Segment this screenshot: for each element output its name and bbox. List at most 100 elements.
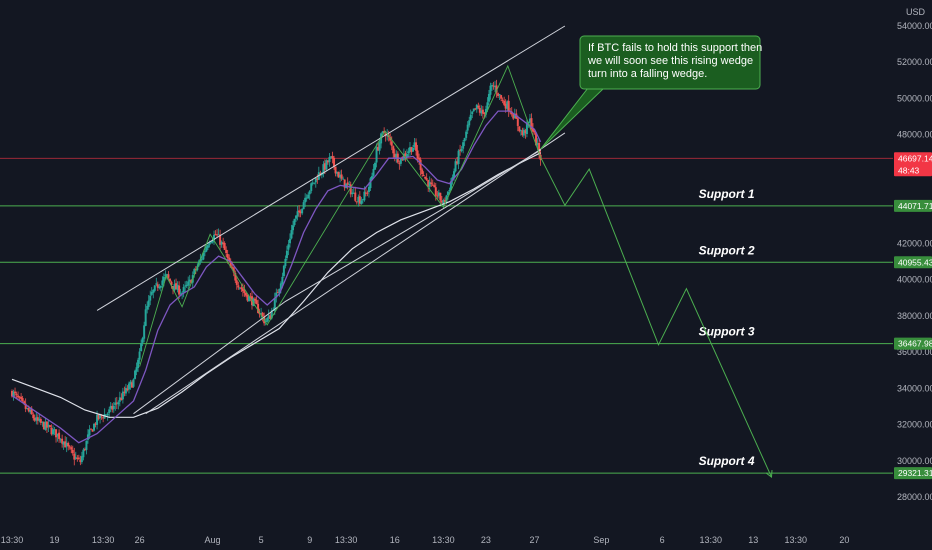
candle-body xyxy=(440,200,443,203)
candle-body xyxy=(431,184,434,186)
y-tick-label: 32000.00 xyxy=(897,420,932,430)
candle-body xyxy=(140,342,143,352)
x-tick-label: 26 xyxy=(135,535,145,545)
candle-body xyxy=(200,258,203,260)
candle-body xyxy=(307,194,310,199)
candle-body xyxy=(446,191,449,196)
wedge-upper-line[interactable] xyxy=(96,25,566,311)
candle-body xyxy=(370,176,373,180)
candle-body xyxy=(24,403,27,409)
candle-body xyxy=(225,249,228,254)
candle-body xyxy=(304,197,307,203)
candle-body xyxy=(175,283,178,290)
candle-body xyxy=(443,199,446,202)
candle-body xyxy=(405,153,408,158)
candle-body xyxy=(11,391,13,397)
candle-body xyxy=(73,453,76,460)
candle-body xyxy=(507,100,510,112)
candle-body xyxy=(165,274,168,276)
candle-body xyxy=(439,192,442,201)
candle-body xyxy=(378,142,381,151)
candle-body xyxy=(337,172,340,178)
candle-body xyxy=(366,192,369,194)
candle-body xyxy=(209,241,212,243)
x-tick-label: 13 xyxy=(748,535,758,545)
ema-slow-line[interactable] xyxy=(11,152,541,418)
candle-body xyxy=(278,288,281,294)
candle-body xyxy=(528,118,531,123)
candle-body xyxy=(124,387,127,394)
candle-body xyxy=(67,442,70,447)
candle-body xyxy=(238,287,241,289)
candle-body xyxy=(504,103,507,109)
candle-body xyxy=(293,218,296,225)
candle-body xyxy=(501,99,504,101)
candle-body xyxy=(12,391,15,397)
support-price-tag-3-text: 36467.98 xyxy=(898,339,932,349)
candle-body xyxy=(254,298,257,301)
annotation-box[interactable] xyxy=(579,35,761,90)
candle-body xyxy=(64,441,67,448)
candle-body xyxy=(222,242,225,244)
candle-body xyxy=(339,174,342,178)
candle-body xyxy=(118,397,121,402)
time-axis[interactable]: 13:30 19 13:30 26 Aug 5 9 13:30 16 13:30 23 27 Sep 6 1… xyxy=(1,535,850,545)
candle-body xyxy=(41,421,44,423)
candle-body xyxy=(214,234,217,236)
ema-fast-line[interactable] xyxy=(11,110,542,444)
candle-body xyxy=(260,313,263,315)
candle-body xyxy=(80,456,83,463)
candle-body xyxy=(153,285,156,291)
candle-body xyxy=(68,446,71,448)
candle-body xyxy=(94,423,97,425)
y-tick-label: 34000.00 xyxy=(897,383,932,393)
projection-path[interactable] xyxy=(540,157,772,478)
candle-body xyxy=(495,85,498,93)
zigzag-line[interactable] xyxy=(139,64,542,367)
candle-body xyxy=(149,295,152,301)
candle-body xyxy=(483,112,486,115)
price-axis[interactable]: USD 54000.0052000.0050000.0048000.004600… xyxy=(894,7,932,502)
candle-body xyxy=(524,130,527,134)
x-tick-label: 6 xyxy=(660,535,665,545)
candle-body xyxy=(15,393,18,395)
overlays-layer xyxy=(11,25,773,479)
candle-body xyxy=(484,109,487,115)
y-tick-label: 30000.00 xyxy=(897,456,932,466)
candle-body xyxy=(55,429,58,438)
candle-body xyxy=(351,192,354,195)
candle-body xyxy=(296,211,299,217)
candle-body xyxy=(355,201,358,203)
candle-body xyxy=(106,413,109,416)
wedge-lower-line[interactable] xyxy=(145,132,566,415)
candle-body xyxy=(146,305,149,310)
candle-body xyxy=(232,267,235,273)
candle-body xyxy=(102,417,105,419)
candle-body xyxy=(109,405,112,409)
candle-body xyxy=(147,300,150,307)
candle-body xyxy=(244,292,247,296)
wedge-inner-curve[interactable] xyxy=(133,149,541,415)
candle-body xyxy=(404,153,407,157)
candle-body xyxy=(326,160,329,163)
candle-body xyxy=(258,313,261,315)
candle-body xyxy=(96,414,99,425)
candle-body xyxy=(65,442,68,447)
x-tick-label: 5 xyxy=(259,535,264,545)
candle-body xyxy=(336,172,339,174)
candle-body xyxy=(38,418,41,421)
candle-body xyxy=(17,395,20,398)
candle-body xyxy=(314,177,317,183)
candle-body xyxy=(490,85,493,87)
candle-body xyxy=(412,147,415,152)
y-tick-label: 28000.00 xyxy=(897,492,932,502)
candle-body xyxy=(243,290,246,294)
candle-body xyxy=(521,130,524,136)
candle-body xyxy=(88,429,91,436)
candle-body xyxy=(138,351,141,360)
candle-body xyxy=(451,177,454,181)
candle-body xyxy=(418,157,421,160)
candle-body xyxy=(234,273,237,281)
